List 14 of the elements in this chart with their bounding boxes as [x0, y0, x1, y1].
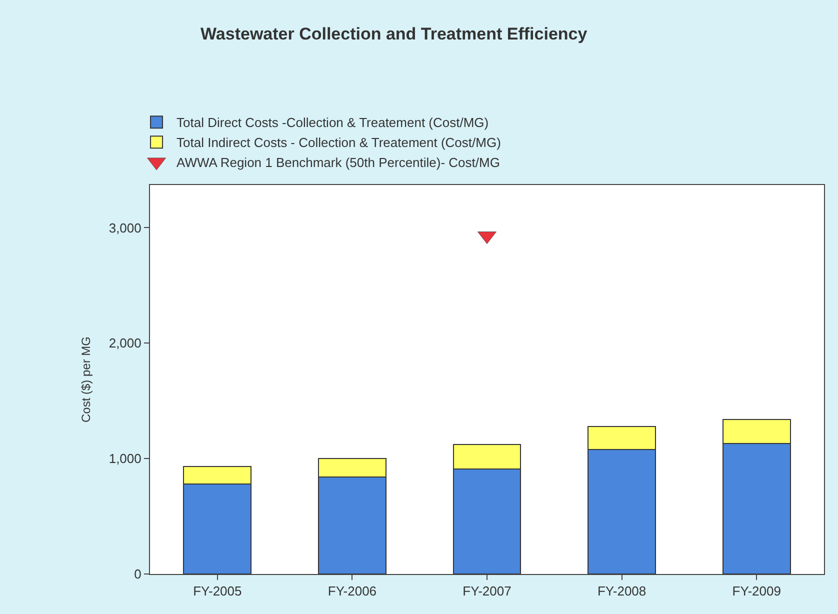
y-tick-label: 0: [134, 566, 142, 582]
x-tick-label: FY-2006: [328, 584, 377, 599]
y-tick-label: 3,000: [108, 220, 142, 236]
legend-label: Total Direct Costs -Collection & Treatement (Cost/MG): [176, 115, 489, 130]
y-axis-title: Cost ($) per MG: [79, 336, 94, 423]
x-tick-label: FY-2005: [193, 584, 242, 599]
x-tick-label: FY-2008: [597, 584, 646, 599]
x-tick-label: FY-2007: [462, 584, 512, 599]
legend-label: Total Indirect Costs - Collection & Treatement (Cost/MG): [176, 135, 501, 150]
chart-title: Wastewater Collection and Treatment Efficiency: [200, 24, 588, 44]
legend-label: AWWA Region 1 Benchmark (50th Percentile)- Cost/MG: [176, 155, 500, 170]
y-tick-label: 2,000: [108, 336, 142, 351]
y-tick-label: 1,000: [108, 451, 142, 466]
x-tick-label: FY-2009: [732, 584, 781, 599]
